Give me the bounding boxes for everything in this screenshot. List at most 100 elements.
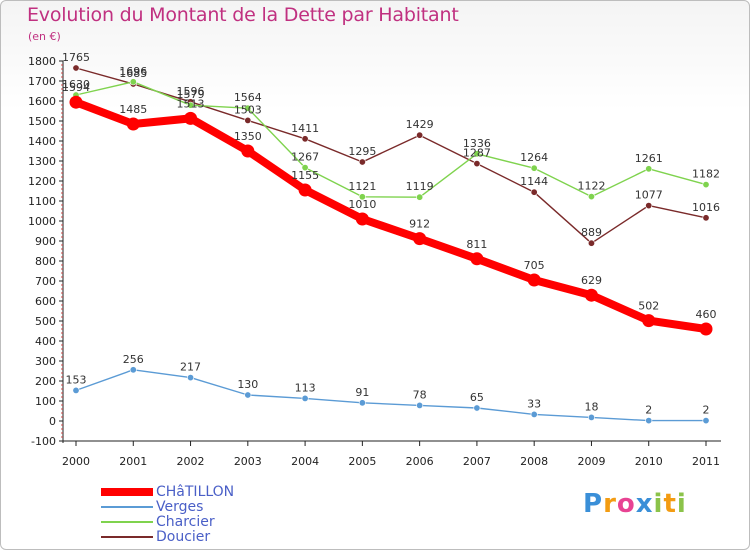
x-tick-label: 2011 (692, 455, 720, 468)
data-label-1: 2 (645, 404, 652, 417)
data-point-3 (530, 188, 538, 196)
y-tick-label: 1500 (28, 115, 56, 128)
y-tick-label: 900 (35, 235, 56, 248)
data-label-0: 1350 (234, 130, 262, 143)
data-label-1: 33 (527, 397, 541, 410)
data-point-3 (473, 160, 481, 168)
data-label-1: 65 (470, 391, 484, 404)
data-point-0 (69, 95, 83, 109)
logo-letter: i (653, 489, 664, 519)
data-point-3 (702, 214, 710, 222)
data-label-3: 1077 (635, 189, 663, 202)
legend-swatch-charcier (101, 521, 153, 523)
legend-swatch-doucier (101, 536, 153, 538)
data-label-2: 1564 (234, 91, 262, 104)
data-label-1: 217 (180, 361, 201, 374)
data-label-3: 1503 (234, 103, 262, 116)
data-label-2: 1630 (62, 78, 90, 91)
data-label-1: 153 (66, 373, 87, 386)
legend-label-verges: Verges (156, 499, 204, 515)
data-label-0: 705 (524, 259, 545, 272)
y-tick-label: 800 (35, 255, 56, 268)
data-label-3: 1016 (692, 201, 720, 214)
data-label-3: 1596 (177, 85, 205, 98)
data-point-3 (645, 202, 653, 210)
data-label-2: 1122 (577, 180, 605, 193)
y-tick-label: 700 (35, 275, 56, 288)
data-label-0: 629 (581, 274, 602, 287)
data-label-2: 1336 (463, 137, 491, 150)
y-tick-label: 0 (49, 415, 56, 428)
data-point-1 (301, 394, 309, 402)
data-point-2 (530, 164, 538, 172)
data-point-2 (645, 165, 653, 173)
data-label-2: 1696 (119, 65, 147, 78)
data-label-0: 1513 (177, 97, 205, 110)
data-point-2 (129, 78, 137, 86)
data-point-2 (702, 181, 710, 189)
x-tick-label: 2002 (177, 455, 205, 468)
data-label-2: 1264 (520, 151, 548, 164)
data-label-0: 502 (638, 300, 659, 313)
data-point-2 (416, 193, 424, 201)
series-line-1 (75, 369, 707, 422)
data-label-1: 78 (413, 388, 427, 401)
data-point-1 (358, 399, 366, 407)
data-point-3 (72, 64, 80, 72)
data-point-1 (645, 417, 653, 425)
data-label-3: 1411 (291, 122, 319, 135)
x-tick-label: 2007 (463, 455, 491, 468)
series-points (69, 64, 713, 425)
legend-label-doucier: Doucier (156, 529, 211, 545)
legend-swatch-chatillon (101, 488, 153, 496)
chart-axes: -100 0 100 200 300 400 500 600 700 800 900 1000 1100… (28, 55, 721, 468)
series-line-0 (72, 98, 710, 333)
data-label-0: 912 (409, 218, 430, 231)
data-label-0: 1485 (119, 103, 147, 116)
data-point-0 (584, 288, 598, 302)
data-label-0: 1010 (348, 198, 376, 211)
logo-letter: x (635, 489, 654, 519)
data-point-0 (470, 252, 484, 266)
series-lines (72, 67, 710, 422)
legend-label-charcier: Charcier (156, 514, 215, 530)
y-tick-label: 1800 (28, 55, 56, 68)
data-label-2: 1182 (692, 168, 720, 181)
data-label-3: 1287 (463, 147, 491, 160)
y-tick-label: 300 (35, 355, 56, 368)
data-point-2 (244, 104, 252, 112)
data-label-0: 1594 (62, 81, 90, 94)
series-line-2 (75, 81, 707, 198)
y-tick-label: 1000 (28, 215, 56, 228)
y-tick-label: 600 (35, 295, 56, 308)
chart-unit: (en €) (28, 30, 61, 43)
x-tick-label: 2008 (520, 455, 548, 468)
data-point-2 (358, 193, 366, 201)
data-label-3: 1295 (348, 145, 376, 158)
data-point-2 (187, 101, 195, 109)
data-point-0 (184, 111, 198, 125)
data-label-2: 1121 (348, 180, 376, 193)
y-tick-label: 500 (35, 315, 56, 328)
data-point-3 (301, 135, 309, 143)
data-point-0 (527, 273, 541, 287)
data-label-2: 1579 (177, 88, 205, 101)
y-tick-label: 1400 (28, 135, 56, 148)
logo-letter: t (663, 489, 677, 519)
data-point-2 (301, 164, 309, 172)
data-point-1 (473, 404, 481, 412)
data-label-3: 1765 (62, 51, 90, 64)
proxiti-logo: Proxiti (583, 489, 687, 519)
chart-legend: CHâTILLON Verges Charcier Doucier (101, 485, 301, 545)
logo-letter: o (616, 489, 636, 519)
legend-swatch-verges (101, 506, 153, 508)
legend-item-charcier: Charcier (101, 515, 301, 530)
legend-item-chatillon: CHâTILLON (101, 485, 301, 500)
legend-label-chatillon: CHâTILLON (156, 484, 235, 500)
x-tick-label: 2004 (291, 455, 319, 468)
data-label-2: 1267 (291, 151, 319, 164)
x-tick-label: 2003 (234, 455, 262, 468)
data-point-3 (244, 116, 252, 124)
data-point-1 (530, 410, 538, 418)
